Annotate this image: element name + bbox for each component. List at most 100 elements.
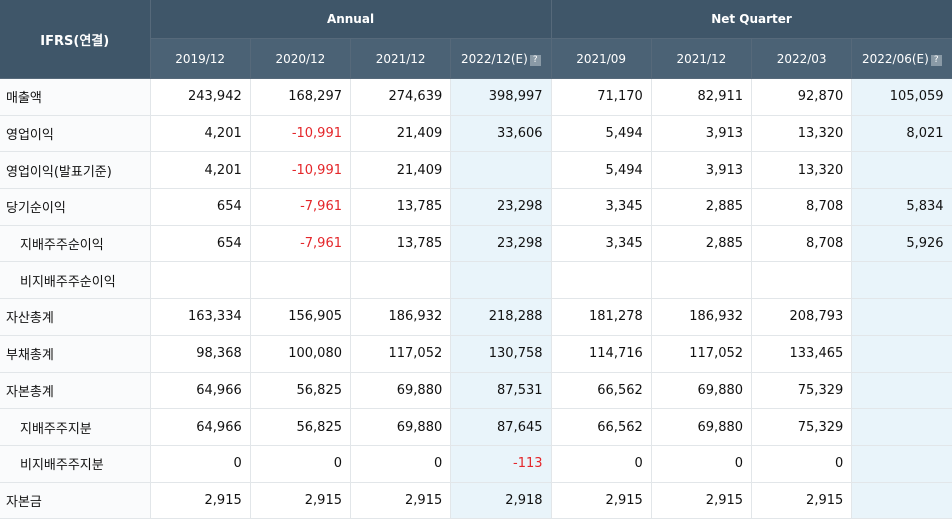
table-cell: 64,966 [150, 408, 251, 446]
row-label: 비지배주주순이익 [0, 261, 151, 300]
table-cell: 2,915 [350, 482, 452, 520]
table-cell: -7,961 [250, 225, 352, 263]
table-cell: 71,170 [551, 78, 652, 116]
table-cell: 114,716 [551, 335, 652, 373]
row-label: 영업이익 [0, 115, 151, 153]
table-cell: 8,021 [851, 115, 952, 153]
table-cell: 654 [150, 188, 251, 226]
table-cell: 3,345 [551, 225, 652, 263]
table-cell: 5,494 [551, 115, 652, 153]
table-row: 자본총계 64,966 56,825 69,880 87,531 66,562 69,880… [0, 372, 952, 410]
table-cell: 181,278 [551, 298, 652, 336]
table-cell: 0 [350, 445, 452, 483]
table-cell: 2,915 [150, 482, 251, 520]
table-cell: 274,639 [350, 78, 452, 116]
table-cell [851, 261, 952, 300]
table-cell: 654 [150, 225, 251, 263]
table-cell: 69,880 [350, 372, 452, 410]
table-cell: 168,297 [250, 78, 352, 116]
table-cell: 75,329 [751, 372, 853, 410]
table-cell: 5,494 [551, 151, 652, 190]
table-cell: 163,334 [150, 298, 251, 336]
table-cell [851, 445, 952, 483]
table-cell: 23,298 [450, 188, 552, 226]
estimate-help-icon[interactable]: ? [930, 54, 942, 66]
table-cell: 2,885 [651, 188, 753, 226]
table-cell: 2,885 [651, 225, 753, 263]
period-label: 2021/12 [375, 51, 426, 66]
table-cell: 21,409 [350, 115, 452, 153]
table-cell: 130,758 [450, 335, 552, 373]
table-cell [651, 261, 753, 300]
table-cell: 82,911 [651, 78, 753, 116]
row-label: 지배주주지분 [0, 408, 151, 446]
table-row: 비지배주주순이익 [0, 261, 952, 300]
table-row: 매출액 243,942 168,297 274,639 398,997 71,170 82,… [0, 78, 952, 116]
table-cell: 69,880 [651, 372, 753, 410]
table-cell [851, 408, 952, 446]
row-label: 부채총계 [0, 335, 151, 373]
table-cell: 56,825 [250, 372, 352, 410]
table-cell [751, 261, 853, 300]
table-cell: 243,942 [150, 78, 251, 116]
period-header: 2021/09 [551, 38, 652, 79]
table-cell: -7,961 [250, 188, 352, 226]
period-header: 2019/12 [150, 38, 251, 79]
table-cell [250, 261, 352, 300]
table-cell: 69,880 [651, 408, 753, 446]
period-header: 2022/12(E)? [450, 38, 552, 79]
table-cell [150, 261, 251, 300]
table-cell: 13,320 [751, 115, 853, 153]
table-cell [450, 151, 552, 190]
row-label: 매출액 [0, 78, 151, 116]
table-cell: 3,913 [651, 115, 753, 153]
table-row: 영업이익(발표기준) 4,201 -10,991 21,409 5,494 3,913 13… [0, 151, 952, 190]
table-cell: 133,465 [751, 335, 853, 373]
table-cell: 66,562 [551, 408, 652, 446]
table-row: 지배주주지분 64,966 56,825 69,880 87,645 66,562 69,8… [0, 408, 952, 446]
table-cell: 117,052 [651, 335, 753, 373]
table-cell: 92,870 [751, 78, 853, 116]
period-header: 2020/12 [250, 38, 352, 79]
table-cell: 2,915 [651, 482, 753, 520]
table-row: 부채총계 98,368 100,080 117,052 130,758 114,716 11… [0, 335, 952, 373]
table-cell: -10,991 [250, 115, 352, 153]
table-row: 당기순이익 654 -7,961 13,785 23,298 3,345 2,885 8,70… [0, 188, 952, 226]
period-label: 2020/12 [275, 51, 326, 66]
table-cell: 13,785 [350, 225, 452, 263]
table-cell: 0 [250, 445, 352, 483]
estimate-help-icon[interactable]: ? [529, 54, 541, 66]
table-cell: 69,880 [350, 408, 452, 446]
annual-header: Annual [150, 0, 552, 39]
table-cell [851, 151, 952, 190]
table-row: 자산총계 163,334 156,905 186,932 218,288 181,278 1… [0, 298, 952, 336]
table-cell: 13,785 [350, 188, 452, 226]
table-cell: 8,708 [751, 188, 853, 226]
table-cell: 5,926 [851, 225, 952, 263]
period-header: 2021/12 [651, 38, 753, 79]
period-label: 2019/12 [175, 51, 226, 66]
table-cell: 3,913 [651, 151, 753, 190]
table-cell: 117,052 [350, 335, 452, 373]
period-label: 2022/03 [776, 51, 827, 66]
table-cell: 56,825 [250, 408, 352, 446]
table-cell: 398,997 [450, 78, 552, 116]
table-cell: -10,991 [250, 151, 352, 190]
table-cell: 2,915 [250, 482, 352, 520]
table-cell: 2,915 [551, 482, 652, 520]
table-cell [851, 298, 952, 336]
table-cell [851, 335, 952, 373]
period-label: 2022/06(E) [862, 51, 929, 66]
table-cell [350, 261, 452, 300]
table-cell: 0 [751, 445, 853, 483]
table-cell: 100,080 [250, 335, 352, 373]
table-row: 지배주주순이익 654 -7,961 13,785 23,298 3,345 2,885 8,… [0, 225, 952, 263]
period-header: 2022/03 [751, 38, 853, 79]
table-cell: 186,932 [350, 298, 452, 336]
table-cell: 208,793 [751, 298, 853, 336]
table-cell: 3,345 [551, 188, 652, 226]
ifrs-header: IFRS(연결) [0, 0, 151, 79]
table-cell: 0 [651, 445, 753, 483]
table-cell [851, 482, 952, 520]
table-cell: 66,562 [551, 372, 652, 410]
